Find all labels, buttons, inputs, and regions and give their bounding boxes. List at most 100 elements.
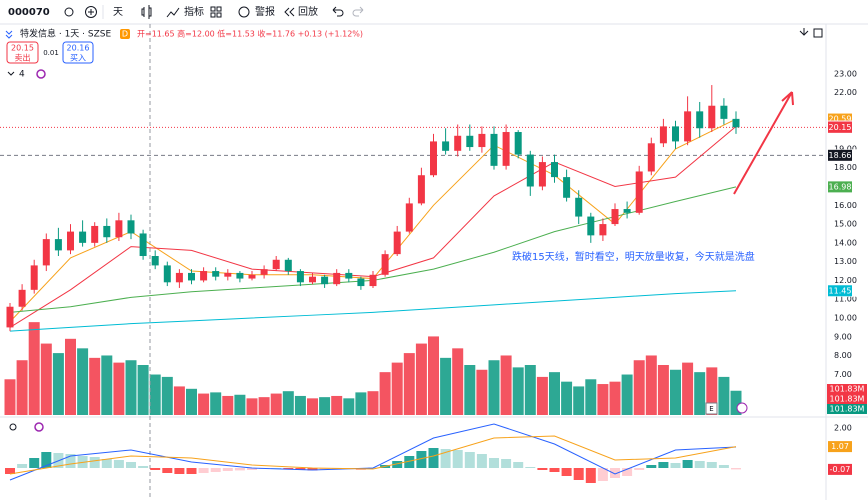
- volume-bar: [173, 386, 185, 415]
- sell-button[interactable]: [6, 41, 39, 64]
- volume-bar: [331, 395, 343, 415]
- candle-body: [260, 269, 268, 275]
- layout-icon[interactable]: [210, 6, 216, 12]
- macd-bar: [210, 468, 221, 472]
- symbol[interactable]: 000070: [8, 7, 50, 18]
- candle-body: [272, 259, 280, 270]
- redo-icon[interactable]: [352, 6, 364, 17]
- badge: [120, 29, 130, 39]
- macd-bar: [295, 468, 306, 470]
- volume-bar: [186, 388, 197, 415]
- volume-bar: [500, 355, 512, 415]
- candle-body: [163, 265, 171, 283]
- candle-body: [369, 274, 377, 287]
- line: [9, 435, 737, 475]
- candle-body: [720, 105, 728, 119]
- candle-body: [91, 225, 99, 243]
- macd-bar: [29, 458, 40, 468]
- volume-bar: [307, 398, 318, 415]
- macd-bar: [404, 456, 415, 468]
- macd-bar: [561, 468, 572, 476]
- fullscreen-icon[interactable]: [813, 28, 823, 38]
- pane-icon[interactable]: [9, 423, 17, 431]
- price-label-bg: [828, 121, 852, 133]
- y-tick-label: 15.00: [834, 220, 857, 229]
- macd-bar: [452, 450, 463, 468]
- candle-body: [442, 141, 450, 151]
- volume-bar: [488, 360, 500, 415]
- candle-body: [200, 271, 208, 281]
- macd-bar: [634, 468, 645, 470]
- candle-body: [175, 272, 183, 283]
- replay-button[interactable]: 回放: [298, 5, 318, 18]
- macd-bar: [307, 468, 318, 471]
- volume-bar: [258, 397, 270, 415]
- layout-icon: [210, 12, 216, 18]
- indicators-button[interactable]: 指标: [184, 5, 204, 18]
- ohlc: 开=11.65 高=12.00 低=11.53 收=11.76 +0.13 (+…: [137, 29, 363, 39]
- candle-body: [466, 135, 474, 148]
- candle-body: [732, 118, 740, 128]
- event-icon: [736, 402, 748, 414]
- macd-bar: [162, 468, 173, 473]
- candle-body: [393, 231, 401, 255]
- eye-icon[interactable]: [64, 7, 74, 17]
- sell-label: 卖出: [15, 53, 31, 63]
- volume-bar: [319, 397, 331, 415]
- candle-body: [30, 265, 38, 290]
- volume-bar: [573, 386, 585, 415]
- volume-bar: [40, 343, 52, 415]
- volume-bar: [706, 367, 718, 415]
- candle-body: [647, 143, 655, 172]
- undo-icon[interactable]: [332, 6, 344, 17]
- download-icon[interactable]: [799, 28, 809, 36]
- macd-bar: [597, 468, 608, 481]
- price-label-bg: [828, 441, 852, 453]
- candle-body: [599, 224, 607, 236]
- volume-bar: [234, 394, 246, 415]
- volume-bar: [609, 381, 621, 415]
- legend-title[interactable]: 特发信息 · 1天 · SZSE: [20, 28, 111, 40]
- candle-icon[interactable]: [141, 5, 152, 19]
- price-label-bg: [828, 113, 852, 125]
- loop-icon[interactable]: [34, 422, 44, 432]
- volume-bar: [464, 365, 476, 415]
- volume-bar: [524, 365, 536, 415]
- loop-icon[interactable]: [36, 69, 46, 79]
- replay-icon[interactable]: [284, 7, 295, 17]
- y-tick-label: 16.00: [834, 201, 857, 210]
- candle-body: [357, 278, 365, 287]
- volume-bar: [428, 336, 439, 415]
- alert-button[interactable]: 警报: [255, 5, 275, 18]
- candle-body: [115, 220, 123, 238]
- y-tick-label: 13.00: [834, 257, 857, 266]
- badge-text: D: [122, 30, 128, 39]
- layout-icon: [216, 6, 222, 12]
- candle-body: [103, 225, 111, 238]
- macd-bar: [428, 448, 439, 468]
- volume-bar: [294, 395, 306, 415]
- macd-bar: [392, 461, 403, 468]
- candle-body: [611, 209, 619, 225]
- alert-icon[interactable]: [238, 6, 250, 18]
- interval-button[interactable]: 天: [113, 7, 123, 18]
- add-icon[interactable]: [85, 6, 97, 18]
- candle-body: [42, 239, 50, 266]
- collapse-icon[interactable]: [7, 71, 15, 76]
- y-tick-label: 23.00: [834, 69, 857, 78]
- candle-body: [417, 175, 425, 204]
- macd-bar: [464, 452, 475, 468]
- buy-button[interactable]: [62, 41, 94, 64]
- macd-bar: [440, 449, 451, 468]
- volume-bar: [89, 357, 101, 415]
- e-icon: [705, 402, 718, 415]
- volume-bar: [16, 360, 28, 415]
- price-label: 16.98: [829, 182, 852, 191]
- volume-bar: [452, 348, 464, 415]
- indicator-icon[interactable]: [166, 7, 180, 18]
- volume-bar: [113, 362, 125, 415]
- volume-bar: [210, 392, 222, 415]
- volume-bar: [391, 362, 403, 415]
